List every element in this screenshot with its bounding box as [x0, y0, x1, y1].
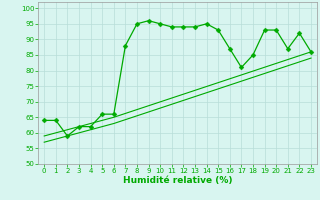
X-axis label: Humidité relative (%): Humidité relative (%)	[123, 176, 232, 185]
